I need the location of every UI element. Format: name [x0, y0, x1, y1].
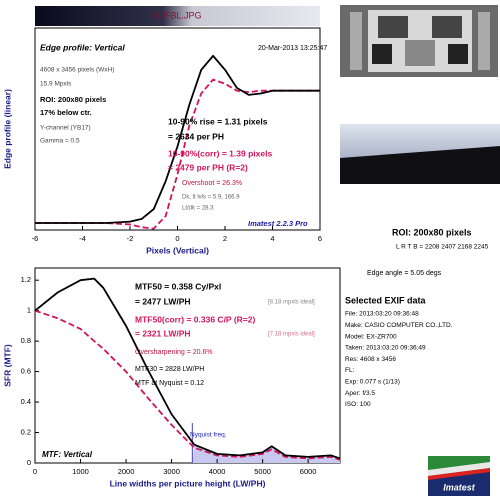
annotation: 20-Mar-2013 13:25:47 — [258, 45, 327, 52]
imatest-logo: Imatest — [428, 456, 490, 496]
chart-thumbnail — [340, 5, 498, 77]
y-axis-label: Edge profile (linear) — [2, 89, 12, 169]
y-tick-label: 0.2 — [21, 428, 31, 437]
edge-angle: Edge angle = 5.05 degs — [367, 270, 442, 277]
annotation: MTF at Nyquist = 0.12 — [135, 380, 204, 387]
annotation: MTF50(corr) = 0.336 C/P (R=2) — [135, 314, 255, 324]
x-tick-label: 2 — [223, 234, 227, 243]
y-tick-label: 0.6 — [21, 367, 31, 376]
annotation: 15.9 Mpxls — [40, 81, 72, 88]
annotation: = 2477 LW/PH — [135, 296, 191, 306]
annotation: Oversharpening = 20.6% — [135, 349, 213, 356]
x-tick-label: 6000 — [300, 467, 317, 476]
exif-row: Exp: 0.077 s (1/13) — [345, 379, 400, 386]
x-axis-label: Line widths per picture height (LW/PH) — [110, 478, 266, 488]
x-tick-label: 4000 — [209, 467, 226, 476]
annotation: Nyquist freq. — [190, 432, 227, 439]
x-tick-label: -4 — [79, 234, 86, 243]
exif-row: ISO: 100 — [345, 401, 371, 408]
exif-row: Res: 4608 x 3456 — [345, 356, 396, 363]
exif-row: FL: — [345, 367, 355, 374]
annotation: Edge profile: Vertical — [40, 42, 125, 52]
annotation: 4608 x 3456 pixels (WxH) — [40, 67, 114, 74]
x-tick-label: -6 — [32, 234, 39, 243]
annotation: Dk, lt lvls = 5.9, 166.9 — [182, 195, 240, 201]
annotation: Y-channel (YB17) — [40, 125, 91, 132]
annotation: [7.18 mpxls ideal] — [268, 332, 315, 338]
x-tick-label: 1000 — [72, 467, 89, 476]
chart-title: GJFBL.JPG — [153, 10, 201, 20]
annotation: MTF50 = 0.358 Cy/Pxl — [135, 281, 221, 291]
exif-row: File: 2013:03:20 09:36:48 — [345, 311, 419, 318]
x-tick-label: 0 — [33, 467, 37, 476]
exif-row: Make: CASIO COMPUTER CO.,LTD. — [345, 322, 453, 329]
y-tick-label: 0.4 — [21, 397, 31, 406]
logo-text: Imatest — [443, 482, 476, 492]
y-tick-label: 0.8 — [21, 336, 31, 345]
y-tick-label: 0 — [27, 458, 31, 467]
x-tick-label: 4 — [270, 234, 274, 243]
lrtb-label: L R T B = 2208 2407 2168 2245 — [396, 244, 489, 251]
plot-frame — [34, 267, 341, 464]
annotation: Gamma = 0.5 — [40, 138, 80, 145]
series-line — [34, 309, 341, 461]
x-tick-label: 0 — [175, 234, 179, 243]
annotation: Overshoot = 26.3% — [182, 180, 242, 187]
x-tick-label: 2000 — [118, 467, 135, 476]
exif-row: Model: EX-ZR700 — [345, 333, 397, 340]
annotation: 17% below ctr. — [40, 108, 92, 117]
series-line — [34, 277, 341, 460]
annotation: 10-90%(corr) = 1.39 pixels — [168, 148, 272, 158]
annotation: = 2634 per PH — [168, 131, 224, 141]
x-tick-label: 3000 — [163, 467, 180, 476]
x-axis-label: Pixels (Vertical) — [146, 245, 209, 255]
series-line — [35, 54, 320, 224]
roi-label: ROI: 200x80 pixels — [392, 227, 472, 237]
annotation: Lt/dk = 28.3 — [182, 206, 214, 212]
y-tick-label: 1.2 — [21, 275, 31, 284]
exif-row: Taken: 2013:03:20 09:36:49 — [345, 345, 426, 352]
annotation: = 2321 LW/PH — [135, 328, 191, 338]
y-tick-label: 1 — [27, 306, 31, 315]
exif-row: Aper: f/3.5 — [345, 390, 375, 397]
annotation: 10-90% rise = 1.31 pixels — [168, 116, 268, 126]
annotation: = 2479 per PH (R=2) — [168, 162, 248, 172]
x-tick-label: 6 — [318, 234, 322, 243]
annotation: [8.18 mpxls ideal] — [268, 300, 315, 306]
annotation: MTF: Vertical — [42, 450, 93, 459]
x-tick-label: 5000 — [254, 467, 271, 476]
exif-title: Selected EXIF data — [345, 295, 427, 305]
annotation: ROI: 200x80 pixels — [40, 95, 106, 104]
x-tick-label: -2 — [127, 234, 134, 243]
edge-image — [340, 124, 500, 184]
series-line — [35, 78, 320, 230]
annotation: Imatest 2.2.3 Pro — [248, 219, 308, 228]
y-axis-label: SFR (MTF) — [2, 344, 12, 387]
annotation: MTF30 = 2828 LW/PH — [135, 366, 204, 373]
density-strip — [35, 6, 320, 26]
